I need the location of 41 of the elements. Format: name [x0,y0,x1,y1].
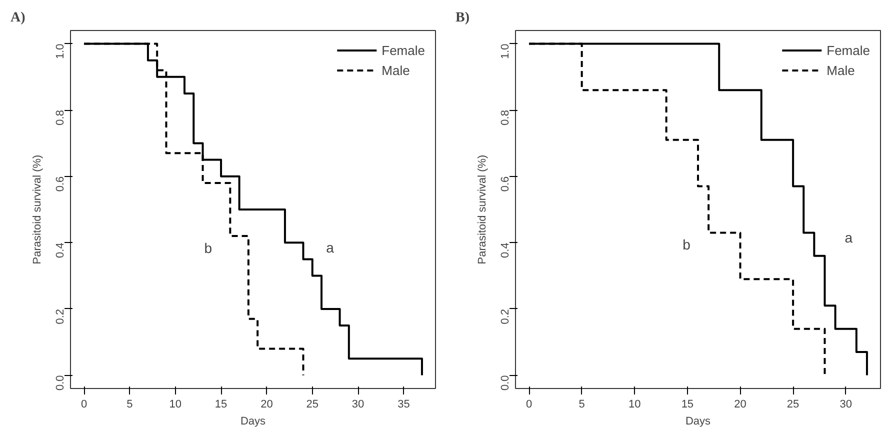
y-tick-label: 0.6 [500,176,512,192]
x-tick-label: 25 [786,398,800,410]
legend-label: Female [382,42,425,58]
y-tick-label: 1.0 [54,44,66,60]
legend-label: Female [826,42,870,58]
y-tick-label: 0.8 [500,110,512,126]
y-tick-label: 0.4 [54,242,66,258]
y-tick-label: 0.6 [54,176,66,192]
x-tick-label: 0 [80,398,88,410]
y-tick-label: 0.0 [54,375,66,391]
y-tick-label: 0.8 [54,110,66,126]
chart-title: B) [456,10,470,26]
y-tick-label: 0.2 [54,308,66,324]
x-tick-label: 20 [260,398,273,410]
annotation: a [326,240,334,256]
y-tick-label: 1.0 [500,44,512,60]
x-tick-label: 5 [126,398,133,410]
legend-label: Male [382,62,410,78]
annotation: b [204,240,212,256]
chart-title: A) [10,10,26,26]
x-tick-label: 15 [681,398,694,410]
y-tick-label: 0.4 [500,242,512,258]
x-tick-label: 10 [169,398,182,410]
x-tick-label: 10 [628,398,641,410]
y-axis-title: Parasitoid survival (%) [32,154,44,264]
x-tick-label: 5 [578,398,585,410]
x-tick-label: 35 [398,398,410,410]
x-tick-label: 0 [526,398,532,410]
x-tick-label: 30 [352,398,364,410]
y-axis-title: Parasitoid survival (%) [476,154,488,264]
x-tick-label: 20 [734,398,746,410]
annotation: b [682,236,691,253]
x-axis-title: Days [240,416,266,428]
x-tick-label: 25 [306,398,319,410]
legend-label: Male [826,62,855,78]
annotation: a [844,230,853,246]
y-tick-label: 0.0 [500,375,512,391]
x-tick-label: 30 [840,398,852,410]
x-tick-label: 15 [214,398,228,410]
y-tick-label: 0.2 [500,308,512,324]
x-axis-title: Days [685,416,712,428]
